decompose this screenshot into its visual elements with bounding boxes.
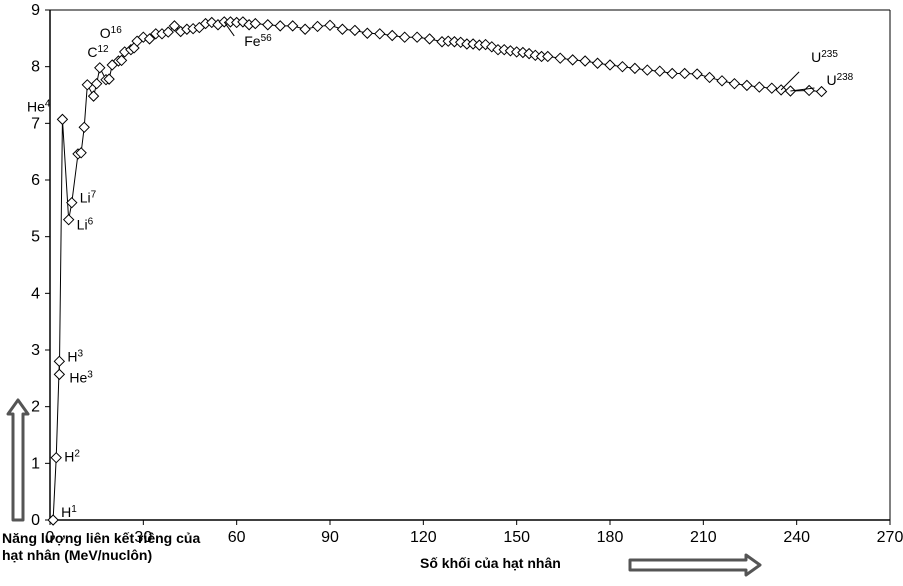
data-marker — [54, 369, 64, 379]
y-tick-label: 0 — [31, 512, 40, 529]
data-marker — [57, 114, 67, 124]
data-marker — [350, 25, 360, 35]
data-marker — [642, 65, 652, 75]
data-marker — [568, 55, 578, 65]
x-axis-label: Số khối của hạt nhân — [420, 555, 561, 571]
nuclide-label: Li7 — [80, 189, 97, 206]
data-marker — [767, 83, 777, 93]
data-marker — [412, 32, 422, 42]
nuclide-label: H3 — [67, 348, 83, 365]
data-marker — [362, 28, 372, 38]
data-marker — [580, 56, 590, 66]
y-tick-label: 8 — [31, 59, 40, 76]
x-tick-label: 120 — [410, 529, 437, 546]
x-tick-label: 240 — [783, 529, 810, 546]
nuclide-label: Fe56 — [244, 32, 272, 49]
data-marker — [79, 122, 89, 132]
data-marker — [337, 24, 347, 34]
chart-container: 01234567890306090120150180210240270H1H2H… — [0, 0, 903, 586]
y-tick-label: 5 — [31, 229, 40, 246]
nuclide-label: C12 — [87, 43, 109, 60]
data-marker — [729, 79, 739, 89]
data-marker — [425, 34, 435, 44]
data-marker — [313, 21, 323, 31]
data-marker — [263, 20, 273, 30]
data-marker — [54, 356, 64, 366]
x-tick-label: 270 — [877, 529, 903, 546]
data-marker — [617, 62, 627, 72]
y-direction-arrow — [8, 400, 28, 520]
nuclide-label: U238 — [826, 72, 853, 89]
data-marker — [82, 80, 92, 90]
data-marker — [95, 63, 105, 73]
y-tick-label: 9 — [31, 2, 40, 19]
y-tick-label: 4 — [31, 285, 40, 302]
data-marker — [655, 66, 665, 76]
x-direction-arrow — [630, 555, 760, 575]
nuclide-label: U235 — [811, 48, 838, 65]
data-marker — [555, 53, 565, 63]
y-tick-label: 3 — [31, 342, 40, 359]
arrow-shape — [8, 400, 28, 520]
data-marker — [630, 63, 640, 73]
data-marker — [605, 60, 615, 70]
y-tick-label: 7 — [31, 115, 40, 132]
binding-energy-chart: 01234567890306090120150180210240270H1H2H… — [0, 0, 903, 586]
data-marker — [742, 80, 752, 90]
data-marker — [275, 21, 285, 31]
arrow-shape — [630, 555, 760, 575]
data-marker — [400, 32, 410, 42]
data-marker — [593, 58, 603, 68]
data-marker — [288, 21, 298, 31]
data-marker — [804, 85, 814, 95]
nuclide-label: He4 — [27, 98, 51, 115]
y-tick-label: 2 — [31, 399, 40, 416]
nuclide-label: Li6 — [77, 216, 94, 233]
data-marker — [754, 82, 764, 92]
data-marker — [375, 29, 385, 39]
y-axis-label-text: Năng lượng liên kết riêng của hạt nhân (… — [2, 530, 200, 563]
data-marker — [543, 51, 553, 61]
nuclide-label: He3 — [69, 369, 93, 386]
data-marker — [692, 69, 702, 79]
data-marker — [89, 91, 99, 101]
data-marker — [817, 87, 827, 97]
data-marker — [717, 76, 727, 86]
x-tick-label: 210 — [690, 529, 717, 546]
y-tick-label: 6 — [31, 172, 40, 189]
nuclide-label: H2 — [64, 448, 80, 465]
curve-line — [53, 22, 821, 520]
y-axis-label: Năng lượng liên kết riêng của hạt nhân (… — [2, 530, 202, 564]
x-tick-label: 60 — [228, 529, 246, 546]
data-marker — [680, 68, 690, 78]
x-tick-label: 180 — [597, 529, 624, 546]
data-marker — [51, 453, 61, 463]
data-marker — [300, 24, 310, 34]
data-marker — [667, 68, 677, 78]
nuclide-label: H1 — [61, 504, 77, 521]
y-tick-label: 1 — [31, 455, 40, 472]
data-marker — [387, 31, 397, 41]
x-axis-label-text: Số khối của hạt nhân — [420, 555, 561, 571]
data-marker — [705, 72, 715, 82]
data-marker — [325, 20, 335, 30]
data-marker — [64, 215, 74, 225]
x-tick-label: 150 — [503, 529, 530, 546]
nuclide-label: O16 — [100, 24, 122, 41]
x-tick-label: 90 — [321, 529, 339, 546]
data-marker — [92, 79, 102, 89]
